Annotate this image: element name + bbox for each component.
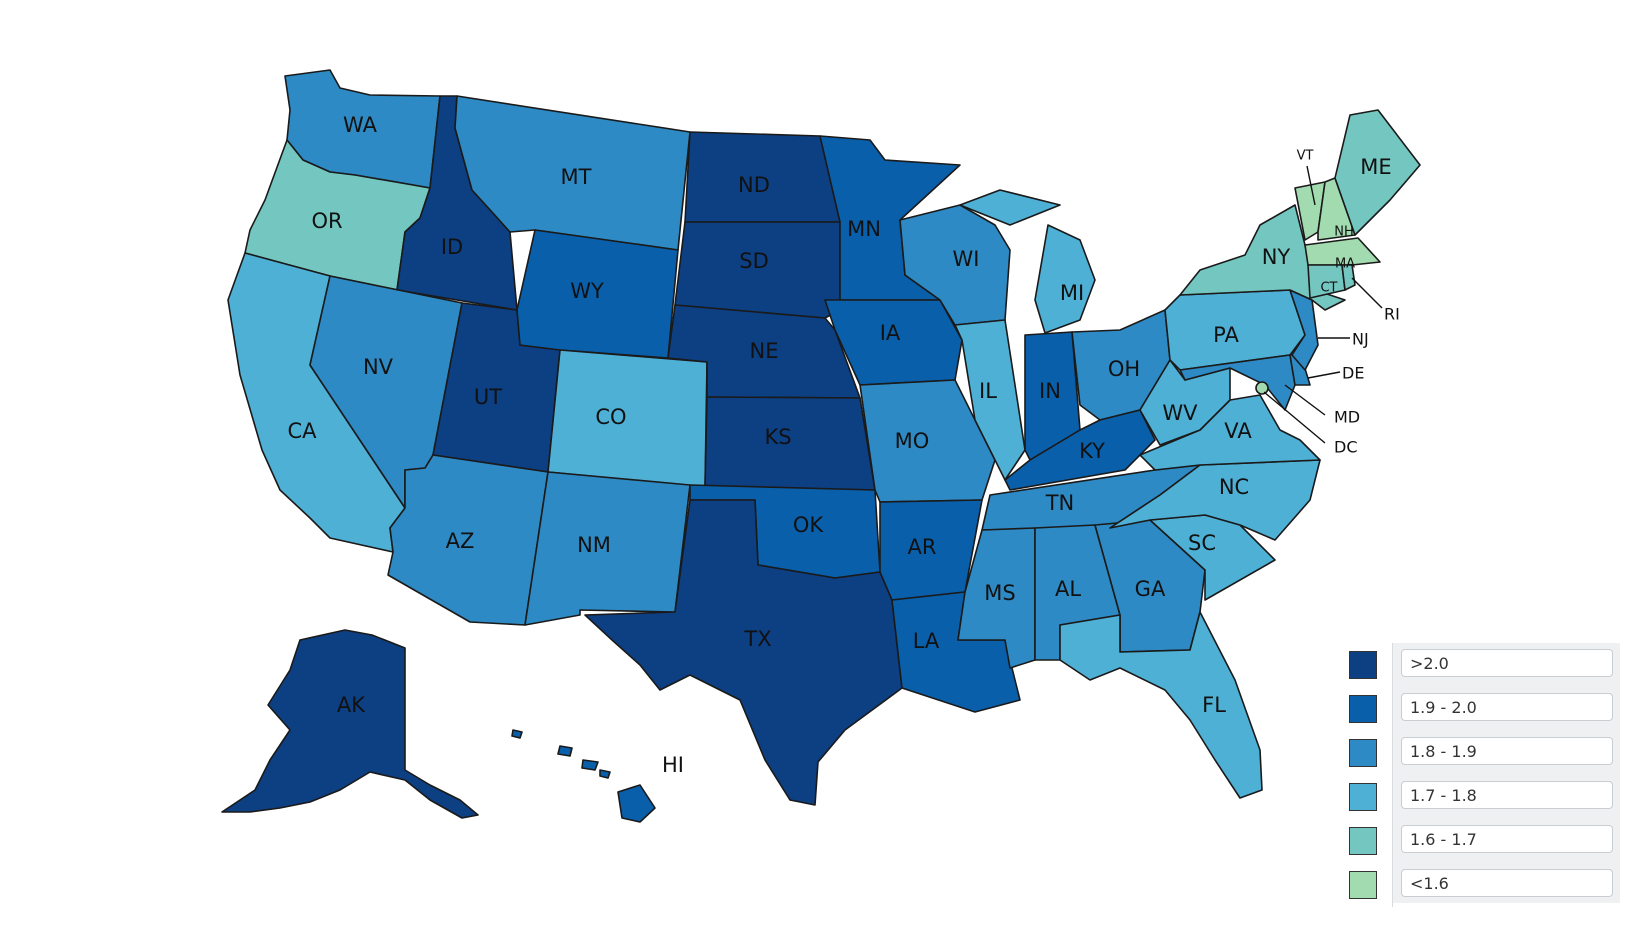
label-wy: WY: [570, 279, 604, 303]
label-ca: CA: [287, 419, 317, 443]
state-ak[interactable]: [221, 629, 479, 819]
label-ky: KY: [1079, 439, 1105, 463]
dc-leader: [1263, 391, 1326, 444]
label-tx: TX: [743, 627, 771, 651]
state-me[interactable]: [1334, 109, 1421, 236]
label-ri: RI: [1384, 305, 1400, 324]
legend-label: 1.8 - 1.9: [1401, 737, 1613, 765]
label-ma: MA: [1335, 257, 1355, 272]
label-al: AL: [1055, 577, 1081, 601]
label-ga: GA: [1135, 577, 1166, 601]
label-dc: DC: [1334, 438, 1358, 457]
state-nh[interactable]: [1317, 177, 1356, 241]
label-va: VA: [1224, 419, 1252, 443]
legend-item[interactable]: 1.8 - 1.9: [1338, 731, 1620, 775]
state-dc[interactable]: [1255, 381, 1269, 395]
label-co: CO: [595, 405, 626, 429]
md-leader: [1284, 384, 1326, 416]
label-vt: VT: [1297, 149, 1314, 164]
label-nj: NJ: [1352, 330, 1369, 349]
label-wv: WV: [1162, 401, 1198, 425]
state-ri[interactable]: [1341, 264, 1356, 291]
label-la: LA: [913, 629, 940, 653]
de-leader: [1307, 371, 1341, 379]
legend-swatch: [1349, 739, 1377, 767]
label-md: MD: [1334, 408, 1360, 427]
label-hi: HI: [662, 753, 684, 777]
legend-item[interactable]: >2.0: [1338, 643, 1620, 687]
label-wa: WA: [343, 113, 378, 137]
label-fl: FL: [1202, 693, 1226, 717]
legend-item[interactable]: 1.6 - 1.7: [1338, 819, 1620, 863]
label-ia: IA: [880, 321, 901, 345]
state-il[interactable]: [954, 319, 1026, 481]
legend-swatch-cell: [1338, 731, 1393, 775]
label-ar: AR: [908, 535, 937, 559]
state-fl[interactable]: [1059, 611, 1263, 799]
state-mo[interactable]: [859, 379, 996, 503]
label-nc: NC: [1219, 475, 1249, 499]
label-mt: MT: [561, 165, 592, 189]
ri-leader: [1351, 277, 1383, 309]
label-or: OR: [311, 209, 342, 233]
legend-swatch-cell: [1338, 819, 1393, 863]
label-nv: NV: [363, 355, 394, 379]
label-de: DE: [1342, 364, 1364, 383]
legend-swatch: [1349, 827, 1377, 855]
legend-swatch: [1349, 651, 1377, 679]
label-ne: NE: [750, 339, 779, 363]
legend-item[interactable]: <1.6: [1338, 863, 1620, 907]
legend-label: 1.9 - 2.0: [1401, 693, 1613, 721]
state-mt[interactable]: [454, 95, 691, 251]
legend-swatch-cell: [1338, 863, 1393, 907]
label-ny: NY: [1262, 245, 1291, 269]
legend-label: 1.7 - 1.8: [1401, 781, 1613, 809]
legend: >2.0 1.9 - 2.0 1.8 - 1.9 1.7 - 1.8 1.6 -…: [1338, 643, 1620, 907]
label-sd: SD: [739, 249, 769, 273]
state-nc[interactable]: [1109, 459, 1321, 541]
label-ct: CT: [1320, 281, 1337, 296]
state-ma[interactable]: [1304, 237, 1381, 266]
label-sc: SC: [1188, 531, 1216, 555]
label-mi: MI: [1060, 281, 1084, 305]
legend-item[interactable]: 1.9 - 2.0: [1338, 687, 1620, 731]
label-in: IN: [1039, 379, 1061, 403]
label-mn: MN: [847, 217, 881, 241]
label-nd: ND: [738, 173, 770, 197]
label-me: ME: [1360, 155, 1391, 179]
legend-item[interactable]: 1.7 - 1.8: [1338, 775, 1620, 819]
label-il: IL: [979, 379, 997, 403]
vt-leader: [1306, 165, 1316, 206]
state-tx[interactable]: [584, 499, 903, 806]
legend-label: <1.6: [1401, 869, 1613, 897]
label-ak: AK: [337, 693, 366, 717]
state-co[interactable]: [547, 349, 708, 488]
label-wi: WI: [953, 247, 980, 271]
legend-swatch-cell: [1338, 643, 1393, 687]
label-oh: OH: [1108, 357, 1140, 381]
state-hi[interactable]: [511, 729, 656, 823]
label-az: AZ: [446, 529, 475, 553]
label-nh: NH: [1334, 225, 1354, 240]
legend-swatch: [1349, 871, 1377, 899]
label-nm: NM: [577, 533, 611, 557]
label-pa: PA: [1213, 323, 1239, 347]
legend-swatch-cell: [1338, 687, 1393, 731]
legend-label: >2.0: [1401, 649, 1613, 677]
legend-swatch-cell: [1338, 775, 1393, 819]
label-ut: UT: [474, 385, 502, 409]
label-mo: MO: [895, 429, 930, 453]
legend-swatch: [1349, 695, 1377, 723]
label-ms: MS: [984, 581, 1015, 605]
label-id: ID: [441, 235, 463, 259]
state-mi[interactable]: [959, 189, 1096, 334]
legend-label: 1.6 - 1.7: [1401, 825, 1613, 853]
label-ok: OK: [793, 513, 825, 537]
label-ks: KS: [764, 425, 791, 449]
legend-swatch: [1349, 783, 1377, 811]
label-tn: TN: [1045, 491, 1075, 515]
